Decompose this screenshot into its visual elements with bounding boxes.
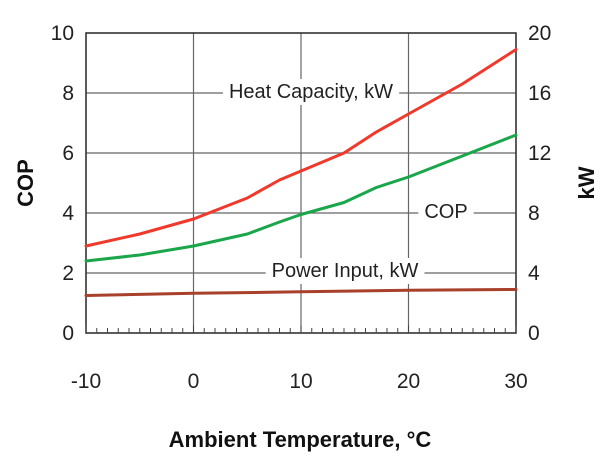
annotation-background (265, 258, 425, 284)
series-line-cop (84, 133, 518, 263)
series-layer (84, 48, 518, 297)
right-tick-label: 20 (528, 22, 551, 45)
x-tick-label: 10 (289, 370, 312, 393)
x-tick-label: 30 (504, 370, 527, 393)
right-tick-label: 4 (528, 262, 540, 285)
left-tick-label: 8 (62, 82, 74, 105)
annotation-cop: COP (424, 201, 467, 223)
right-tick-label: 8 (528, 202, 540, 225)
left-tick-label: 2 (62, 262, 74, 285)
x-axis-title: Ambient Temperature, °C (169, 427, 432, 452)
left-tick-label: 10 (51, 22, 74, 45)
annotation-background (418, 199, 474, 225)
left-tick-label: 0 (62, 322, 74, 345)
series-line-heat-capacity-kw (84, 48, 518, 248)
x-tick-label: 0 (188, 370, 200, 393)
annotation-background (222, 79, 400, 105)
annotations: Heat Capacity, kW COP Power Input, kW (222, 79, 474, 284)
grid (86, 33, 516, 333)
x-tick-label: 20 (397, 370, 420, 393)
annotation-heat-capacity: Heat Capacity, kW (229, 81, 393, 103)
right-tick-label: 16 (528, 82, 551, 105)
x-tick-label: -10 (71, 370, 101, 393)
right-tick-label: 12 (528, 142, 551, 165)
left-axis-title: COP (13, 159, 38, 207)
tick-labels: 0 2 4 6 8 10 0 4 8 12 16 20 -10 0 10 20 30 (51, 22, 552, 393)
left-tick-label: 4 (62, 202, 74, 225)
minor-ticks (85, 325, 517, 333)
right-tick-label: 0 (528, 322, 540, 345)
left-tick-label: 6 (62, 142, 74, 165)
series-line-power-input-kw (84, 288, 518, 297)
annotation-power-input: Power Input, kW (272, 260, 419, 282)
right-axis-title: kW (574, 166, 599, 199)
